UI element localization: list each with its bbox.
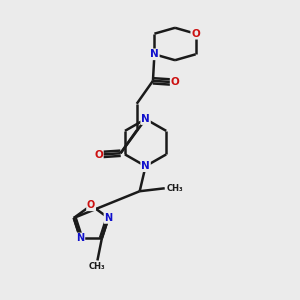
Text: CH₃: CH₃ [89,262,106,271]
Text: N: N [141,114,150,124]
Text: O: O [191,29,200,39]
Text: N: N [141,161,150,171]
Text: N: N [76,233,84,243]
Text: N: N [104,213,112,223]
Text: O: O [87,200,95,210]
Text: O: O [94,150,103,160]
Text: N: N [150,49,159,59]
Text: CH₃: CH₃ [167,184,184,193]
Text: O: O [171,77,179,87]
